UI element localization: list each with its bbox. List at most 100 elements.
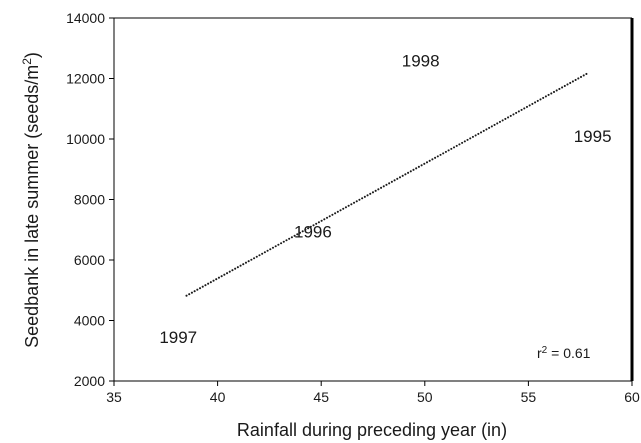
trendline-dot: [398, 176, 402, 179]
trendline-dot: [217, 276, 220, 279]
trendline-dot: [458, 143, 461, 146]
trendline-dot: [501, 119, 504, 122]
trendline-dot: [507, 116, 510, 119]
trendline-dot: [577, 77, 580, 80]
trendline-dot: [439, 153, 442, 156]
trendline-dot: [569, 81, 572, 85]
data-point-label: 1996: [294, 222, 332, 241]
trendline-dot: [571, 80, 574, 83]
trendline-dot: [423, 162, 426, 165]
trendline-dot: [482, 129, 485, 132]
trendline-dot: [466, 138, 469, 141]
trendline-dot: [512, 113, 515, 116]
trendline-dot: [339, 209, 342, 212]
trendline-dot: [544, 95, 547, 98]
y-tick-label: 4000: [74, 313, 105, 329]
y-axis-title-superscript: 2: [20, 58, 34, 65]
y-tick-label: 6000: [74, 252, 105, 268]
plot-frame: [113, 17, 634, 382]
trendline-dot: [525, 105, 529, 108]
trendline-dot: [196, 288, 199, 291]
trendline-dot: [363, 195, 366, 198]
trendline-dot: [344, 206, 347, 209]
data-point-label: 1995: [574, 127, 612, 146]
trendline-dot: [309, 225, 312, 228]
trendline-dot: [436, 155, 439, 158]
trendline-dot: [288, 237, 291, 240]
trendline-dot: [274, 245, 277, 248]
trendline-dot: [234, 267, 237, 270]
trendline-dot: [493, 123, 496, 126]
trendline-dot: [517, 110, 520, 113]
trendline-dot: [520, 108, 523, 111]
trendline-dot: [263, 251, 266, 254]
trendline-dot: [253, 257, 256, 260]
x-axis: 35 40 45 50 55 60: [106, 381, 640, 405]
trendline-dot: [444, 150, 447, 153]
trendline-dot: [355, 200, 358, 203]
trendline-dot: [226, 272, 229, 275]
trendline-dot: [380, 186, 383, 189]
trendline-dot: [215, 278, 218, 281]
trendline-dot: [231, 269, 234, 272]
trendline-dot: [193, 290, 196, 293]
trendline-dot: [336, 210, 339, 213]
x-tick-label: 45: [313, 389, 329, 405]
trendline-dot: [258, 254, 261, 257]
trendline-dot: [490, 125, 493, 128]
trendline-dot: [404, 173, 407, 176]
trendline-dot: [534, 101, 537, 104]
trendline-dot: [469, 137, 472, 140]
trendline-dot: [563, 84, 566, 87]
trendline-dot: [198, 287, 202, 290]
trendline-dot: [579, 75, 583, 79]
trendline-dot: [296, 233, 299, 236]
trendline-dot: [552, 90, 556, 93]
r-squared-superscript: 2: [542, 345, 548, 356]
trendline-dot: [188, 293, 191, 296]
trendline-dot: [463, 140, 466, 143]
trendline-dot: [250, 258, 253, 261]
trendline-dot: [407, 171, 410, 174]
trendline-dot: [417, 165, 420, 168]
trendline-dot: [185, 294, 188, 297]
trendline-dot: [350, 203, 353, 206]
trendline-dot: [461, 141, 464, 144]
trendline-dot: [293, 234, 296, 237]
trendline-dot: [317, 221, 320, 224]
data-point-labels: 1997 1996 1998 1995: [159, 51, 611, 347]
trendline-dot: [585, 72, 588, 76]
trendline-dot: [388, 182, 391, 185]
trendline-dot: [236, 266, 239, 269]
trendline-dot: [366, 194, 369, 197]
trendline-dot: [412, 168, 415, 171]
r-squared-annotation: r2 = 0.61: [537, 345, 591, 362]
data-point-label: 1998: [402, 51, 440, 70]
trendline: [185, 72, 588, 297]
trendline-dot: [409, 170, 412, 173]
trendline-dot: [277, 243, 280, 246]
trendline-dot: [504, 117, 507, 120]
y-tick-label: 2000: [74, 373, 105, 389]
trendline-dot: [555, 89, 558, 92]
y-axis: 2000 4000 6000 8000 10000 12000 14000: [66, 10, 114, 389]
trendline-dot: [377, 188, 380, 191]
y-axis-title-main: Seedbank in late summer (seeds/m: [22, 65, 42, 348]
trendline-dot: [320, 219, 323, 222]
trendline-dot: [269, 248, 272, 251]
y-tick-label: 10000: [66, 131, 105, 147]
trendline-dot: [455, 144, 458, 147]
trendline-dot: [566, 83, 569, 86]
trendline-dot: [509, 114, 512, 117]
trendline-dot: [201, 285, 204, 288]
trendline-dot: [528, 104, 531, 107]
trendline-dot: [271, 246, 275, 249]
trendline-dot: [425, 161, 429, 164]
y-tick-label: 14000: [66, 10, 105, 26]
r-squared-value: = 0.61: [547, 345, 590, 361]
trendline-dot: [315, 222, 318, 225]
trendline-dot: [266, 249, 269, 252]
trendline-dot: [496, 122, 499, 125]
trendline-dot: [331, 213, 334, 216]
